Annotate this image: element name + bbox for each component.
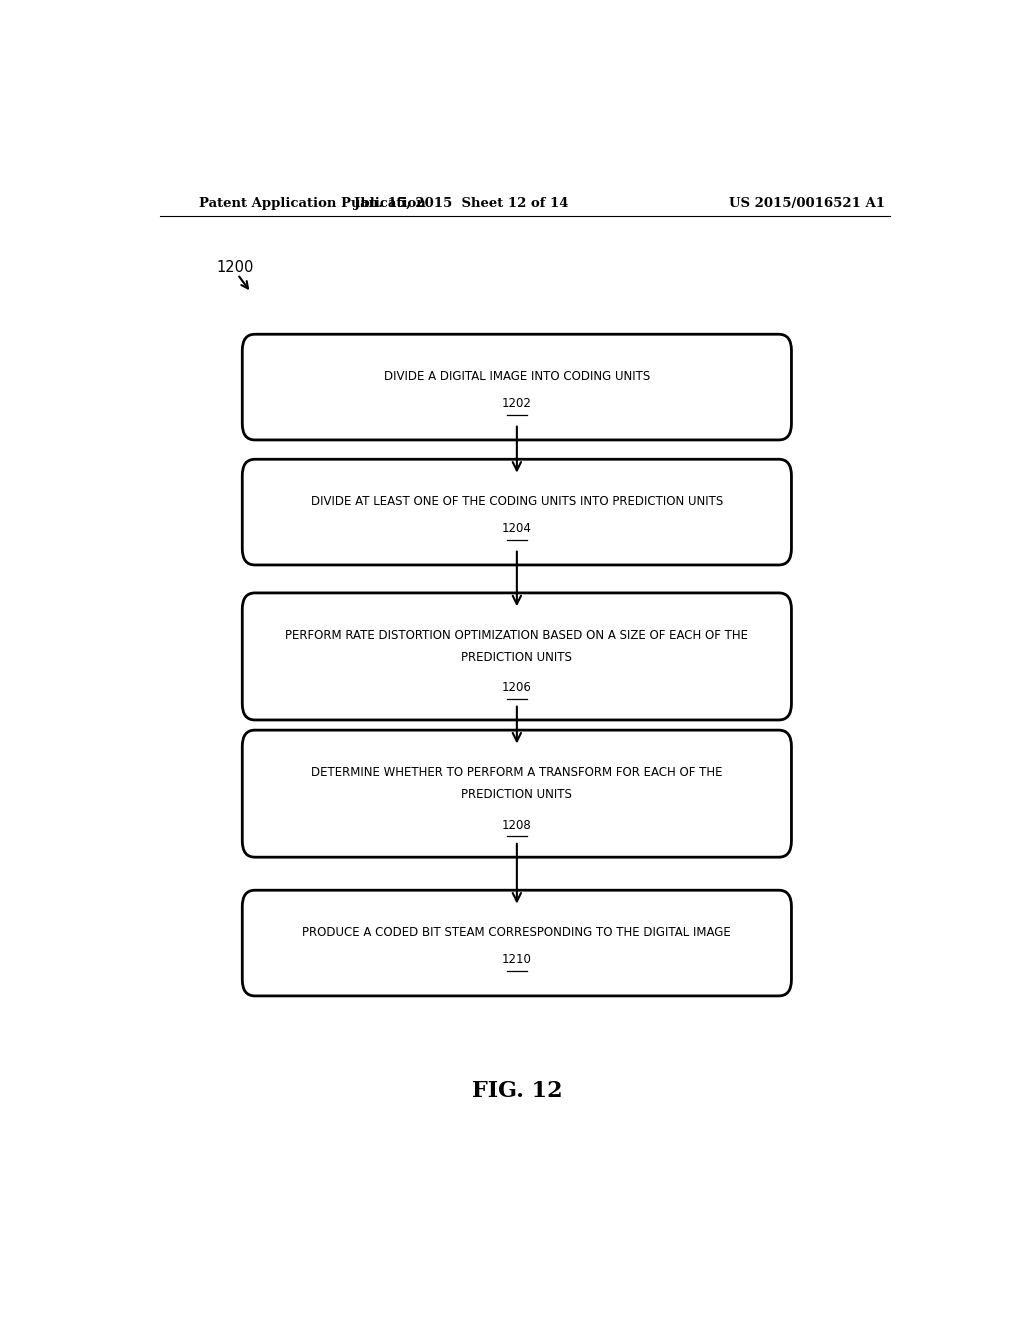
FancyBboxPatch shape (243, 334, 792, 440)
Text: 1204: 1204 (502, 521, 531, 535)
Text: PREDICTION UNITS: PREDICTION UNITS (462, 651, 572, 664)
Text: PRODUCE A CODED BIT STEAM CORRESPONDING TO THE DIGITAL IMAGE: PRODUCE A CODED BIT STEAM CORRESPONDING … (302, 927, 731, 940)
FancyBboxPatch shape (243, 890, 792, 995)
FancyBboxPatch shape (243, 730, 792, 857)
Text: 1208: 1208 (502, 818, 531, 832)
Text: DETERMINE WHETHER TO PERFORM A TRANSFORM FOR EACH OF THE: DETERMINE WHETHER TO PERFORM A TRANSFORM… (311, 766, 723, 779)
Text: Jan. 15, 2015  Sheet 12 of 14: Jan. 15, 2015 Sheet 12 of 14 (354, 197, 568, 210)
Text: FIG. 12: FIG. 12 (471, 1081, 562, 1102)
Text: US 2015/0016521 A1: US 2015/0016521 A1 (728, 197, 885, 210)
Text: PERFORM RATE DISTORTION OPTIMIZATION BASED ON A SIZE OF EACH OF THE: PERFORM RATE DISTORTION OPTIMIZATION BAS… (286, 628, 749, 642)
Text: DIVIDE A DIGITAL IMAGE INTO CODING UNITS: DIVIDE A DIGITAL IMAGE INTO CODING UNITS (384, 371, 650, 383)
Text: PREDICTION UNITS: PREDICTION UNITS (462, 788, 572, 801)
Text: 1200: 1200 (217, 260, 254, 275)
Text: 1210: 1210 (502, 953, 531, 966)
FancyBboxPatch shape (243, 593, 792, 719)
Text: 1206: 1206 (502, 681, 531, 694)
FancyBboxPatch shape (243, 459, 792, 565)
Text: 1202: 1202 (502, 397, 531, 409)
Text: Patent Application Publication: Patent Application Publication (200, 197, 426, 210)
Text: DIVIDE AT LEAST ONE OF THE CODING UNITS INTO PREDICTION UNITS: DIVIDE AT LEAST ONE OF THE CODING UNITS … (310, 495, 723, 508)
